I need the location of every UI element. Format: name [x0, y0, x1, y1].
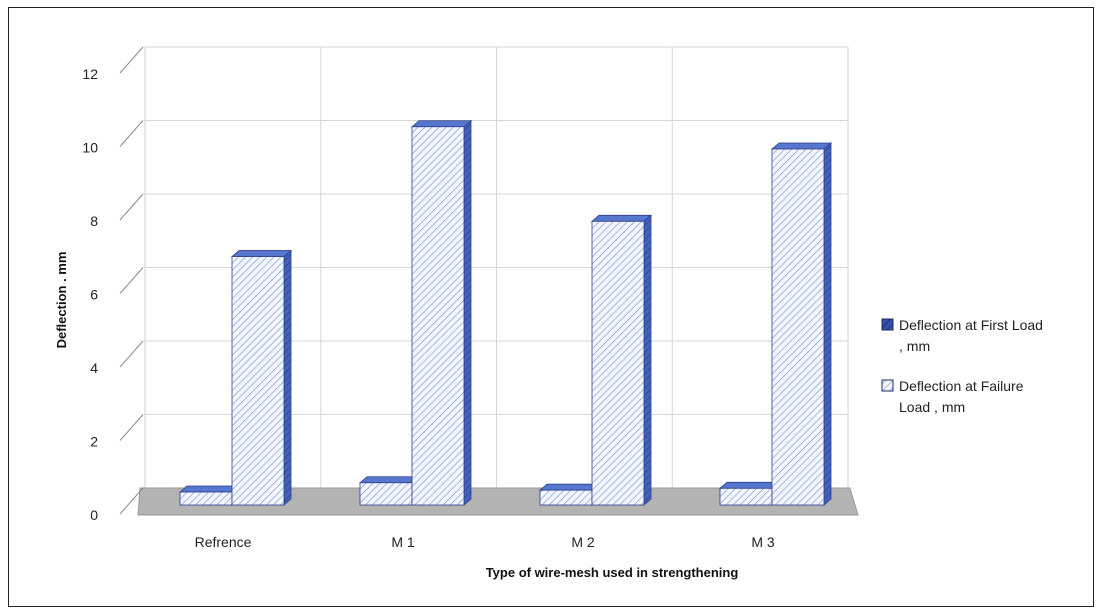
y-tick-label: 2 — [90, 434, 98, 450]
legend: Deflection at First Load , mm Deflection a… — [881, 317, 1043, 415]
legend-label: Deflection at Failure — [899, 378, 1024, 394]
y-tick-mark — [119, 193, 144, 221]
bar-front-face — [719, 487, 773, 506]
y-tick-label: 8 — [90, 213, 98, 229]
y-tick-mark — [119, 487, 144, 515]
bar-side-face — [823, 142, 832, 506]
bar-front-face — [771, 148, 825, 506]
y-tick-label: 12 — [82, 66, 98, 82]
legend-label: Deflection at First Load — [899, 317, 1043, 333]
y-tick-mark — [119, 267, 144, 294]
bar-top-face — [718, 481, 781, 489]
bar-failure-load — [590, 214, 653, 506]
bar-first-load — [538, 483, 601, 506]
y-tick-mark — [119, 120, 144, 147]
bars — [178, 119, 833, 506]
legend-label: , mm — [899, 338, 930, 354]
bar-front-face — [179, 491, 233, 506]
y-tick-label: 4 — [90, 360, 98, 376]
bar-front-face — [591, 220, 645, 506]
legend-label: Load , mm — [899, 399, 965, 415]
bar-front-face — [359, 482, 413, 506]
bar-first-load — [718, 481, 781, 506]
bar-failure-load — [410, 119, 473, 506]
y-tick-mark — [119, 414, 144, 441]
legend-swatch — [881, 379, 894, 392]
bar-front-face — [411, 126, 465, 506]
bar-failure-load — [770, 142, 833, 506]
bar-front-face — [231, 256, 285, 506]
bar-top-face — [770, 142, 833, 150]
y-axis-ticks: 0 2 4 6 8 10 12 — [82, 46, 144, 523]
bar-top-face — [410, 120, 473, 128]
bar-top-face — [178, 485, 241, 493]
x-tick-label: Refrence — [195, 534, 252, 550]
y-tick-label: 0 — [90, 507, 98, 523]
x-axis-title: Type of wire-mesh used in strengthening — [486, 565, 739, 580]
bar-front-face — [539, 489, 593, 506]
y-axis-title: Deflection . mm — [54, 252, 69, 349]
legend-swatch — [881, 318, 894, 331]
y-tick-label: 10 — [82, 140, 98, 156]
x-tick-label: M 3 — [751, 534, 775, 550]
bar-side-face — [463, 119, 472, 506]
y-tick-mark — [119, 46, 144, 74]
x-tick-label: M 2 — [571, 534, 595, 550]
bar-top-face — [538, 483, 601, 491]
bar-first-load — [358, 475, 421, 506]
bar-side-face — [283, 249, 292, 506]
x-axis-ticks: Refrence M 1 M 2 M 3 — [195, 534, 775, 550]
bar-first-load — [178, 485, 241, 506]
y-tick-mark — [119, 340, 144, 368]
bar-side-face — [643, 214, 652, 506]
bar-top-face — [590, 214, 653, 222]
bar-top-face — [230, 250, 293, 257]
bar-failure-load — [230, 249, 293, 506]
y-tick-label: 6 — [90, 287, 98, 303]
x-tick-label: M 1 — [391, 534, 415, 550]
bar-top-face — [358, 476, 421, 484]
